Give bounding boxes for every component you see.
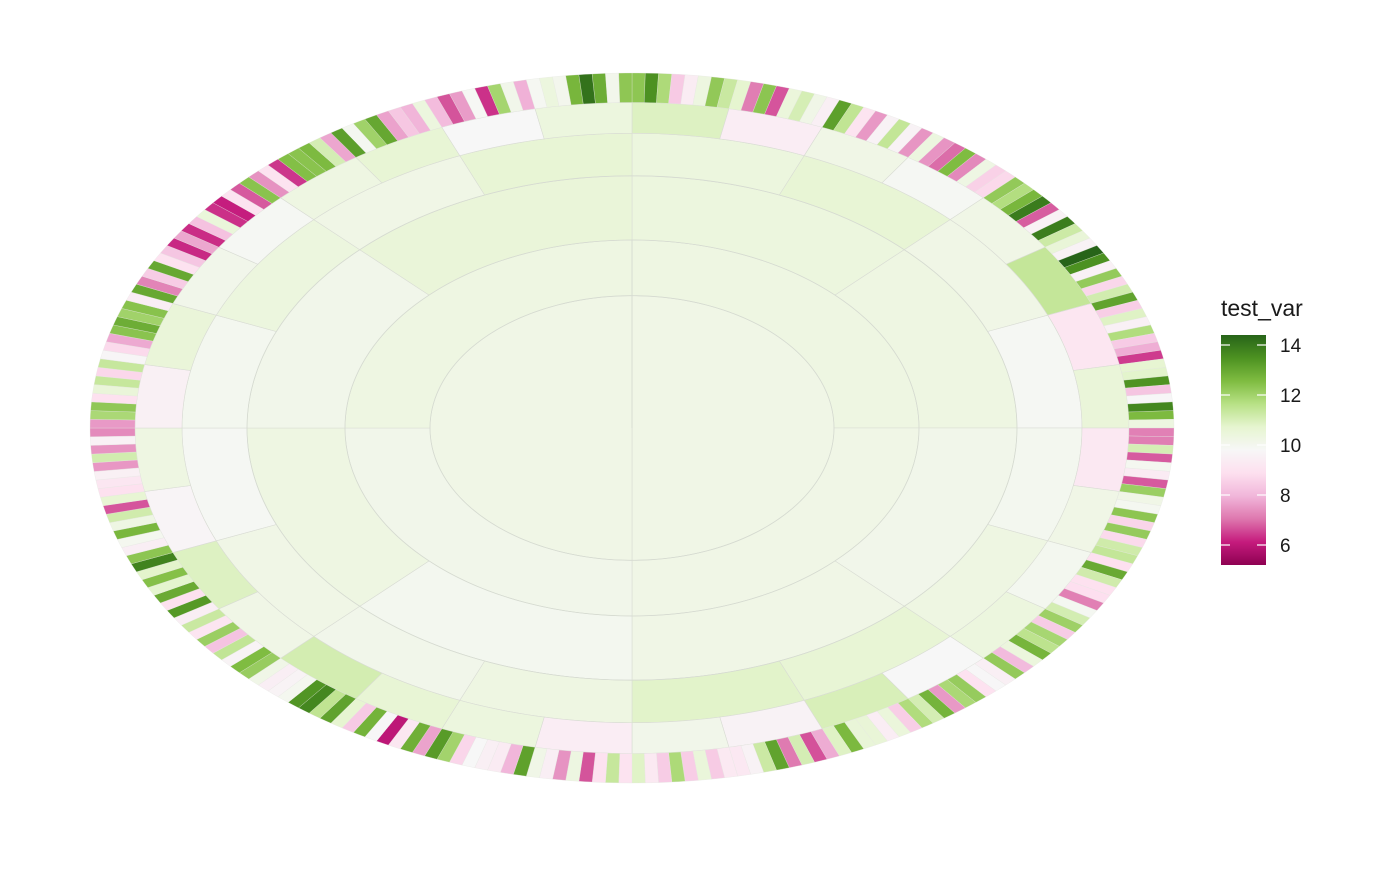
- color-legend: test_var 6 8 10 12 14: [1221, 295, 1303, 565]
- legend-tick-label: 10: [1280, 436, 1301, 457]
- ring-5-segment: [631, 716, 730, 754]
- legend-title: test_var: [1221, 295, 1303, 321]
- outer-ring-bar: [90, 435, 136, 446]
- legend-tick-label: 12: [1280, 386, 1301, 407]
- outer-ring-bar: [1128, 435, 1174, 446]
- legend-tick-label: 14: [1280, 336, 1302, 357]
- outer-ring-bar: [1128, 410, 1174, 421]
- legend-tick-label: 6: [1280, 536, 1291, 557]
- outer-ring-bar: [1128, 419, 1175, 429]
- outer-ring-bar: [90, 410, 136, 421]
- outer-ring-bar: [631, 753, 646, 784]
- outer-ring-bar: [1128, 427, 1175, 437]
- sunburst-rings: [134, 102, 1130, 754]
- outer-ring-bar: [618, 72, 633, 103]
- outer-ring-bar: [644, 752, 659, 784]
- outer-ring-bar: [618, 753, 633, 784]
- ring-5-segment: [1072, 364, 1130, 429]
- outer-ring-bar: [644, 72, 659, 104]
- ring-5-segment: [1072, 427, 1130, 492]
- ring-5-segment: [134, 427, 192, 492]
- legend-tick-label: 8: [1280, 486, 1291, 507]
- outer-ring-bar: [89, 419, 136, 429]
- legend-ticks: 6 8 10 12 14: [1221, 336, 1302, 557]
- grid-ring: [246, 175, 1018, 681]
- grid-lines: [246, 175, 1018, 681]
- outer-ring-bar: [631, 72, 646, 103]
- outer-ring-bar: [605, 752, 620, 784]
- ring-5-segment: [631, 102, 730, 140]
- outer-ring-bar: [89, 427, 136, 437]
- outer-ring-bar: [605, 72, 620, 104]
- legend-colorbar: [1221, 335, 1266, 565]
- ring-5-segment: [534, 102, 633, 140]
- ring-5-segment: [534, 716, 633, 754]
- outer-ring-bars: [89, 72, 1175, 784]
- ring-5-segment: [134, 364, 192, 429]
